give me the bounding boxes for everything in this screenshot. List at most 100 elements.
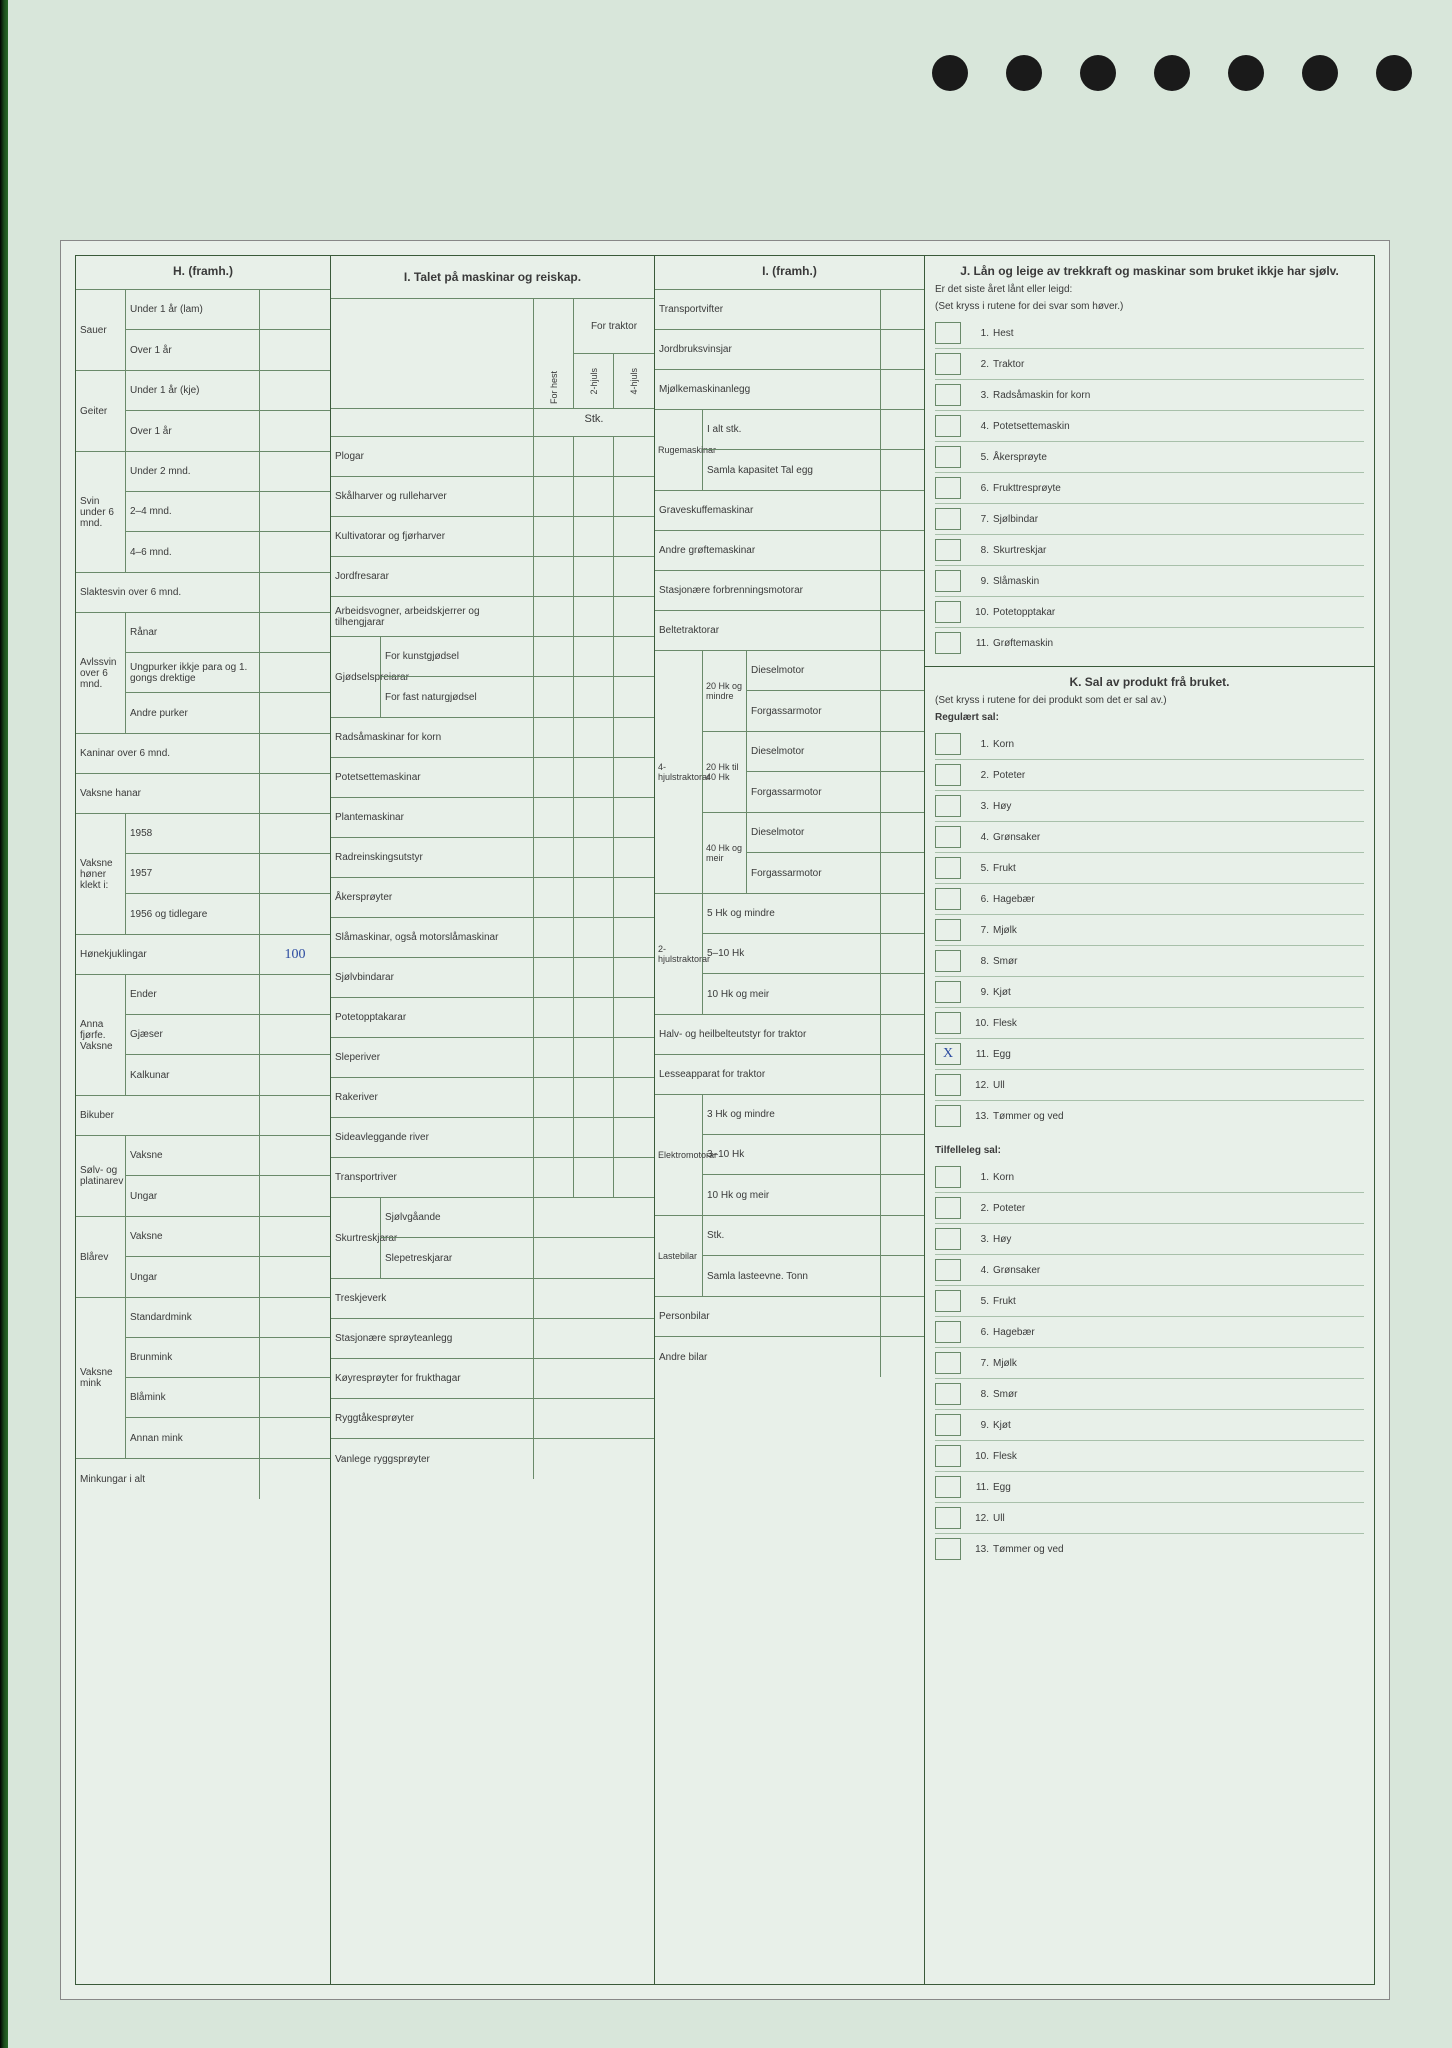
punch-holes — [932, 55, 1412, 91]
h-row-label: Kalkunar — [126, 1055, 260, 1095]
section-j-sub: Er det siste året lånt eller leigd: — [935, 284, 1364, 295]
k-reg-checkbox[interactable] — [935, 857, 961, 879]
h-row-value — [260, 653, 330, 692]
ic-row-label: Beltetraktorar — [655, 611, 880, 650]
i-val — [614, 597, 654, 636]
i-group-label: Gjødselspreiarar — [331, 637, 381, 717]
k-til-checkbox[interactable] — [935, 1321, 961, 1343]
j-num: 6. — [969, 483, 989, 494]
k-til-checkbox[interactable] — [935, 1290, 961, 1312]
j-checkbox[interactable] — [935, 508, 961, 530]
j-checkbox[interactable] — [935, 539, 961, 561]
k-til-checkbox[interactable] — [935, 1352, 961, 1374]
i-row-label: Jordfresarar — [331, 557, 534, 596]
i-row-label: Sjølvbindarar — [331, 958, 534, 997]
i-val — [534, 1118, 574, 1157]
h-row-value — [260, 411, 330, 451]
i-val — [534, 878, 574, 917]
k-til-label: Korn — [993, 1172, 1364, 1183]
k-til-num: 6. — [969, 1327, 989, 1338]
k-reg-label: Høy — [993, 801, 1364, 812]
k-reg-checkbox[interactable] — [935, 1012, 961, 1034]
k-til-item: 9.Kjøt — [935, 1409, 1364, 1440]
k-til-checkbox[interactable] — [935, 1476, 961, 1498]
j-checkbox[interactable] — [935, 322, 961, 344]
h-row-label: Andre purker — [126, 693, 260, 733]
k-til-label: Smør — [993, 1389, 1364, 1400]
k-til-checkbox[interactable] — [935, 1445, 961, 1467]
i-val — [534, 1238, 654, 1278]
h-row-value — [260, 452, 330, 491]
j-checkbox[interactable] — [935, 446, 961, 468]
h-row-label: Ungar — [126, 1176, 260, 1216]
j-checkbox[interactable] — [935, 632, 961, 654]
k-til-checkbox[interactable] — [935, 1414, 961, 1436]
k-til-label: Flesk — [993, 1451, 1364, 1462]
i-val — [534, 557, 574, 596]
ic-val — [880, 611, 924, 650]
k-reg-label: Tømmer og ved — [993, 1111, 1364, 1122]
h-row-label: 1956 og tidlegare — [126, 894, 260, 934]
h-row-value — [260, 894, 330, 934]
j-label: Åkersprøyte — [993, 452, 1364, 463]
k-til-checkbox[interactable] — [935, 1538, 961, 1560]
k-reg-checkbox[interactable] — [935, 795, 961, 817]
k-reg-checkbox[interactable]: X — [935, 1043, 961, 1065]
k-reg-item: 2.Poteter — [935, 759, 1364, 790]
j-checkbox[interactable] — [935, 477, 961, 499]
k-reg-num: 13. — [969, 1111, 989, 1122]
h-row-label: Under 2 mnd. — [126, 452, 260, 491]
j-checkbox[interactable] — [935, 570, 961, 592]
k-reg-checkbox[interactable] — [935, 888, 961, 910]
section-j: J. Lån og leige av trekkraft og maskinar… — [925, 256, 1374, 667]
i-val — [534, 1359, 654, 1398]
k-reg-checkbox[interactable] — [935, 919, 961, 941]
k-reg-item: X11.Egg — [935, 1038, 1364, 1069]
h-row-value — [260, 975, 330, 1014]
i-val — [574, 637, 614, 676]
j-checkbox[interactable] — [935, 353, 961, 375]
k-reg-checkbox[interactable] — [935, 764, 961, 786]
ic-val — [880, 1256, 924, 1296]
k-reg-checkbox[interactable] — [935, 950, 961, 972]
h-row-value — [260, 1378, 330, 1417]
h-row-value — [260, 613, 330, 652]
k-til-checkbox[interactable] — [935, 1383, 961, 1405]
j-checkbox[interactable] — [935, 415, 961, 437]
k-til-checkbox[interactable] — [935, 1228, 961, 1250]
j-num: 9. — [969, 576, 989, 587]
k-til-checkbox[interactable] — [935, 1166, 961, 1188]
i-row-label: Sideavleggande river — [331, 1118, 534, 1157]
ic-row-label: Jordbruksvinsjar — [655, 330, 880, 369]
k-til-checkbox[interactable] — [935, 1259, 961, 1281]
i-val — [574, 958, 614, 997]
k-til-checkbox[interactable] — [935, 1507, 961, 1529]
k-reg-num: 10. — [969, 1018, 989, 1029]
k-til-num: 8. — [969, 1389, 989, 1400]
section-k: K. Sal av produkt frå bruket. (Set kryss… — [925, 667, 1374, 1572]
k-til-checkbox[interactable] — [935, 1197, 961, 1219]
k-reg-checkbox[interactable] — [935, 733, 961, 755]
ic-group-label: Lastebilar — [655, 1216, 703, 1296]
j-checkbox[interactable] — [935, 384, 961, 406]
i-row-label: Treskjeverk — [331, 1279, 534, 1318]
h-row-label: Ungpurker ikkje para og 1. gongs drektig… — [126, 653, 260, 692]
j-num: 11. — [969, 638, 989, 649]
k-reg-label: Frukt — [993, 863, 1364, 874]
j-label: Hest — [993, 328, 1364, 339]
k-til-label: Poteter — [993, 1203, 1364, 1214]
h-row-value — [260, 532, 330, 572]
h-row-label: Blåmink — [126, 1378, 260, 1417]
k-til-num: 5. — [969, 1296, 989, 1307]
k-reg-checkbox[interactable] — [935, 1105, 961, 1127]
ic-val — [880, 370, 924, 409]
j-label: Frukttresprøyte — [993, 483, 1364, 494]
k-reg-num: 4. — [969, 832, 989, 843]
k-reg-checkbox[interactable] — [935, 826, 961, 848]
k-reg-checkbox[interactable] — [935, 1074, 961, 1096]
j-checkbox[interactable] — [935, 601, 961, 623]
j-num: 2. — [969, 359, 989, 370]
k-reg-checkbox[interactable] — [935, 981, 961, 1003]
i-row-label: Åkersprøyter — [331, 878, 534, 917]
i-val — [574, 758, 614, 797]
